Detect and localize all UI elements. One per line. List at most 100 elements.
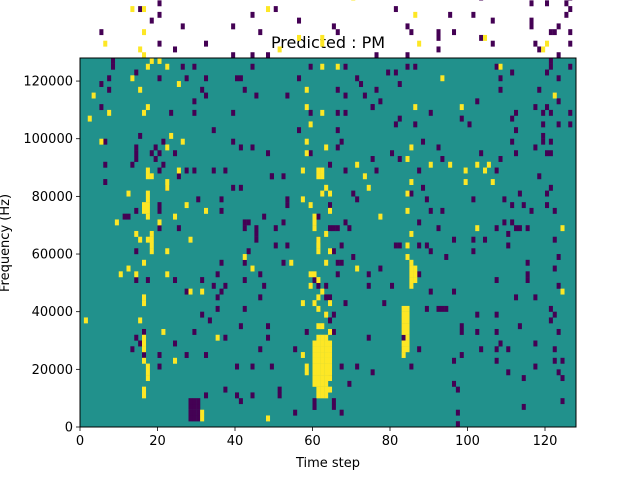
heatmap-cell-low (157, 150, 162, 157)
heatmap-cell-low (273, 225, 278, 232)
heatmap-cell-high (289, 259, 294, 266)
heatmap-cell-low (328, 202, 333, 209)
heatmap-cell-low (188, 409, 193, 416)
heatmap-cell-high (328, 352, 333, 358)
heatmap-cell-high (428, 161, 433, 168)
heatmap-cell-low (452, 380, 457, 387)
heatmap-cell-high (312, 213, 317, 220)
heatmap-cell-low (157, 202, 162, 209)
heatmap-cell-high (200, 415, 205, 422)
heatmap-cell-low (331, 23, 336, 30)
heatmap-cell-low (266, 150, 271, 157)
heatmap-cell-high (405, 311, 410, 318)
heatmap-cell-low (502, 196, 507, 203)
heatmap-cell-low (188, 398, 193, 405)
heatmap-cell-high (142, 6, 147, 13)
heatmap-cell-low (111, 58, 116, 64)
heatmap-cell-low (479, 0, 484, 1)
heatmap-cell-high (552, 92, 557, 99)
heatmap-cell-low (246, 219, 251, 226)
heatmap-cell-high (308, 121, 313, 128)
heatmap-cell-low (556, 121, 561, 128)
heatmap-cell-low (157, 167, 162, 174)
heatmap-cell-high (142, 386, 147, 393)
heatmap-cell-high (320, 167, 325, 174)
heatmap-cell-high (142, 357, 147, 364)
heatmap-cell-high (316, 236, 321, 243)
heatmap-cell-low (506, 369, 511, 376)
heatmap-cell-high (312, 357, 317, 364)
heatmap-cell-high (328, 369, 333, 376)
heatmap-cell-low (436, 29, 441, 36)
heatmap-cell-high (324, 334, 329, 341)
heatmap-cell-high (118, 271, 123, 278)
heatmap-cell-low (312, 277, 317, 284)
heatmap-cell-low (173, 340, 178, 347)
heatmap-cell-low (545, 69, 550, 76)
heatmap-cell-high (483, 167, 488, 174)
heatmap-cell-low (335, 225, 340, 232)
heatmap-cell-high (83, 317, 88, 324)
heatmap-cell-high (312, 380, 317, 387)
y-tick-label: 20000 (32, 363, 73, 378)
heatmap-cell-low (510, 202, 515, 209)
heatmap-cell-low (331, 328, 336, 335)
heatmap-cell-low (223, 282, 228, 289)
heatmap-cell-low (297, 127, 302, 134)
heatmap-cell-low (281, 219, 286, 226)
heatmap-cell-low (157, 0, 162, 7)
heatmap-cell-low (529, 0, 534, 7)
heatmap-cell-low (238, 75, 243, 82)
heatmap-cell-low (339, 242, 344, 249)
heatmap-cell-high (87, 115, 92, 122)
heatmap-cell-high (409, 179, 414, 185)
heatmap-cell-low (351, 254, 356, 260)
heatmap-cell-low (250, 144, 255, 151)
heatmap-cell-low (545, 150, 550, 157)
heatmap-cell-low (386, 69, 391, 76)
x-tick-label: 120 (533, 434, 558, 449)
heatmap-cell-low (335, 109, 340, 116)
heatmap-cell-high (300, 196, 305, 203)
heatmap-cell-low (355, 196, 360, 203)
heatmap-cell-high (138, 236, 143, 243)
heatmap-cell-low (498, 340, 503, 347)
heatmap-cell-low (145, 277, 150, 284)
heatmap-cell-high (316, 277, 321, 284)
heatmap-cell-low (142, 352, 147, 358)
heatmap-cell-low (207, 317, 212, 324)
heatmap-cell-high (362, 173, 367, 180)
heatmap-cell-high (355, 161, 360, 168)
heatmap-cell-low (459, 352, 464, 358)
heatmap-cell-low (428, 207, 433, 214)
heatmap-cell-low (444, 254, 449, 260)
heatmap-cell-low (548, 29, 553, 36)
heatmap-cell-high (142, 392, 147, 399)
heatmap-cell-low (556, 75, 561, 82)
heatmap-cell-low (378, 98, 383, 105)
heatmap-cell-low (103, 138, 108, 145)
heatmap-cell-low (525, 271, 530, 278)
heatmap-cell-high (130, 6, 135, 13)
heatmap-cell-high (316, 340, 321, 347)
heatmap-cell-low (192, 98, 197, 105)
heatmap-cell-low (204, 392, 209, 399)
heatmap-cell-low (374, 52, 379, 59)
heatmap-cell-low (521, 375, 526, 382)
heatmap-cell-low (560, 398, 565, 405)
heatmap-cell-low (455, 409, 460, 416)
heatmap-cell-low (192, 403, 197, 410)
heatmap-cell-low (548, 150, 553, 157)
heatmap-cell-high (157, 219, 162, 226)
x-tick-label: 60 (304, 434, 321, 449)
heatmap-cell-high (304, 363, 309, 370)
heatmap-cell-high (409, 277, 414, 284)
heatmap-cell-low (448, 11, 453, 18)
heatmap-cell-low (196, 409, 201, 416)
heatmap-cell-low (366, 271, 371, 278)
heatmap-cell-low (459, 323, 464, 330)
heatmap-cell-high (320, 34, 325, 41)
heatmap-cell-low (223, 334, 228, 341)
heatmap-cell-high (324, 311, 329, 318)
heatmap-cell-low (490, 40, 495, 47)
